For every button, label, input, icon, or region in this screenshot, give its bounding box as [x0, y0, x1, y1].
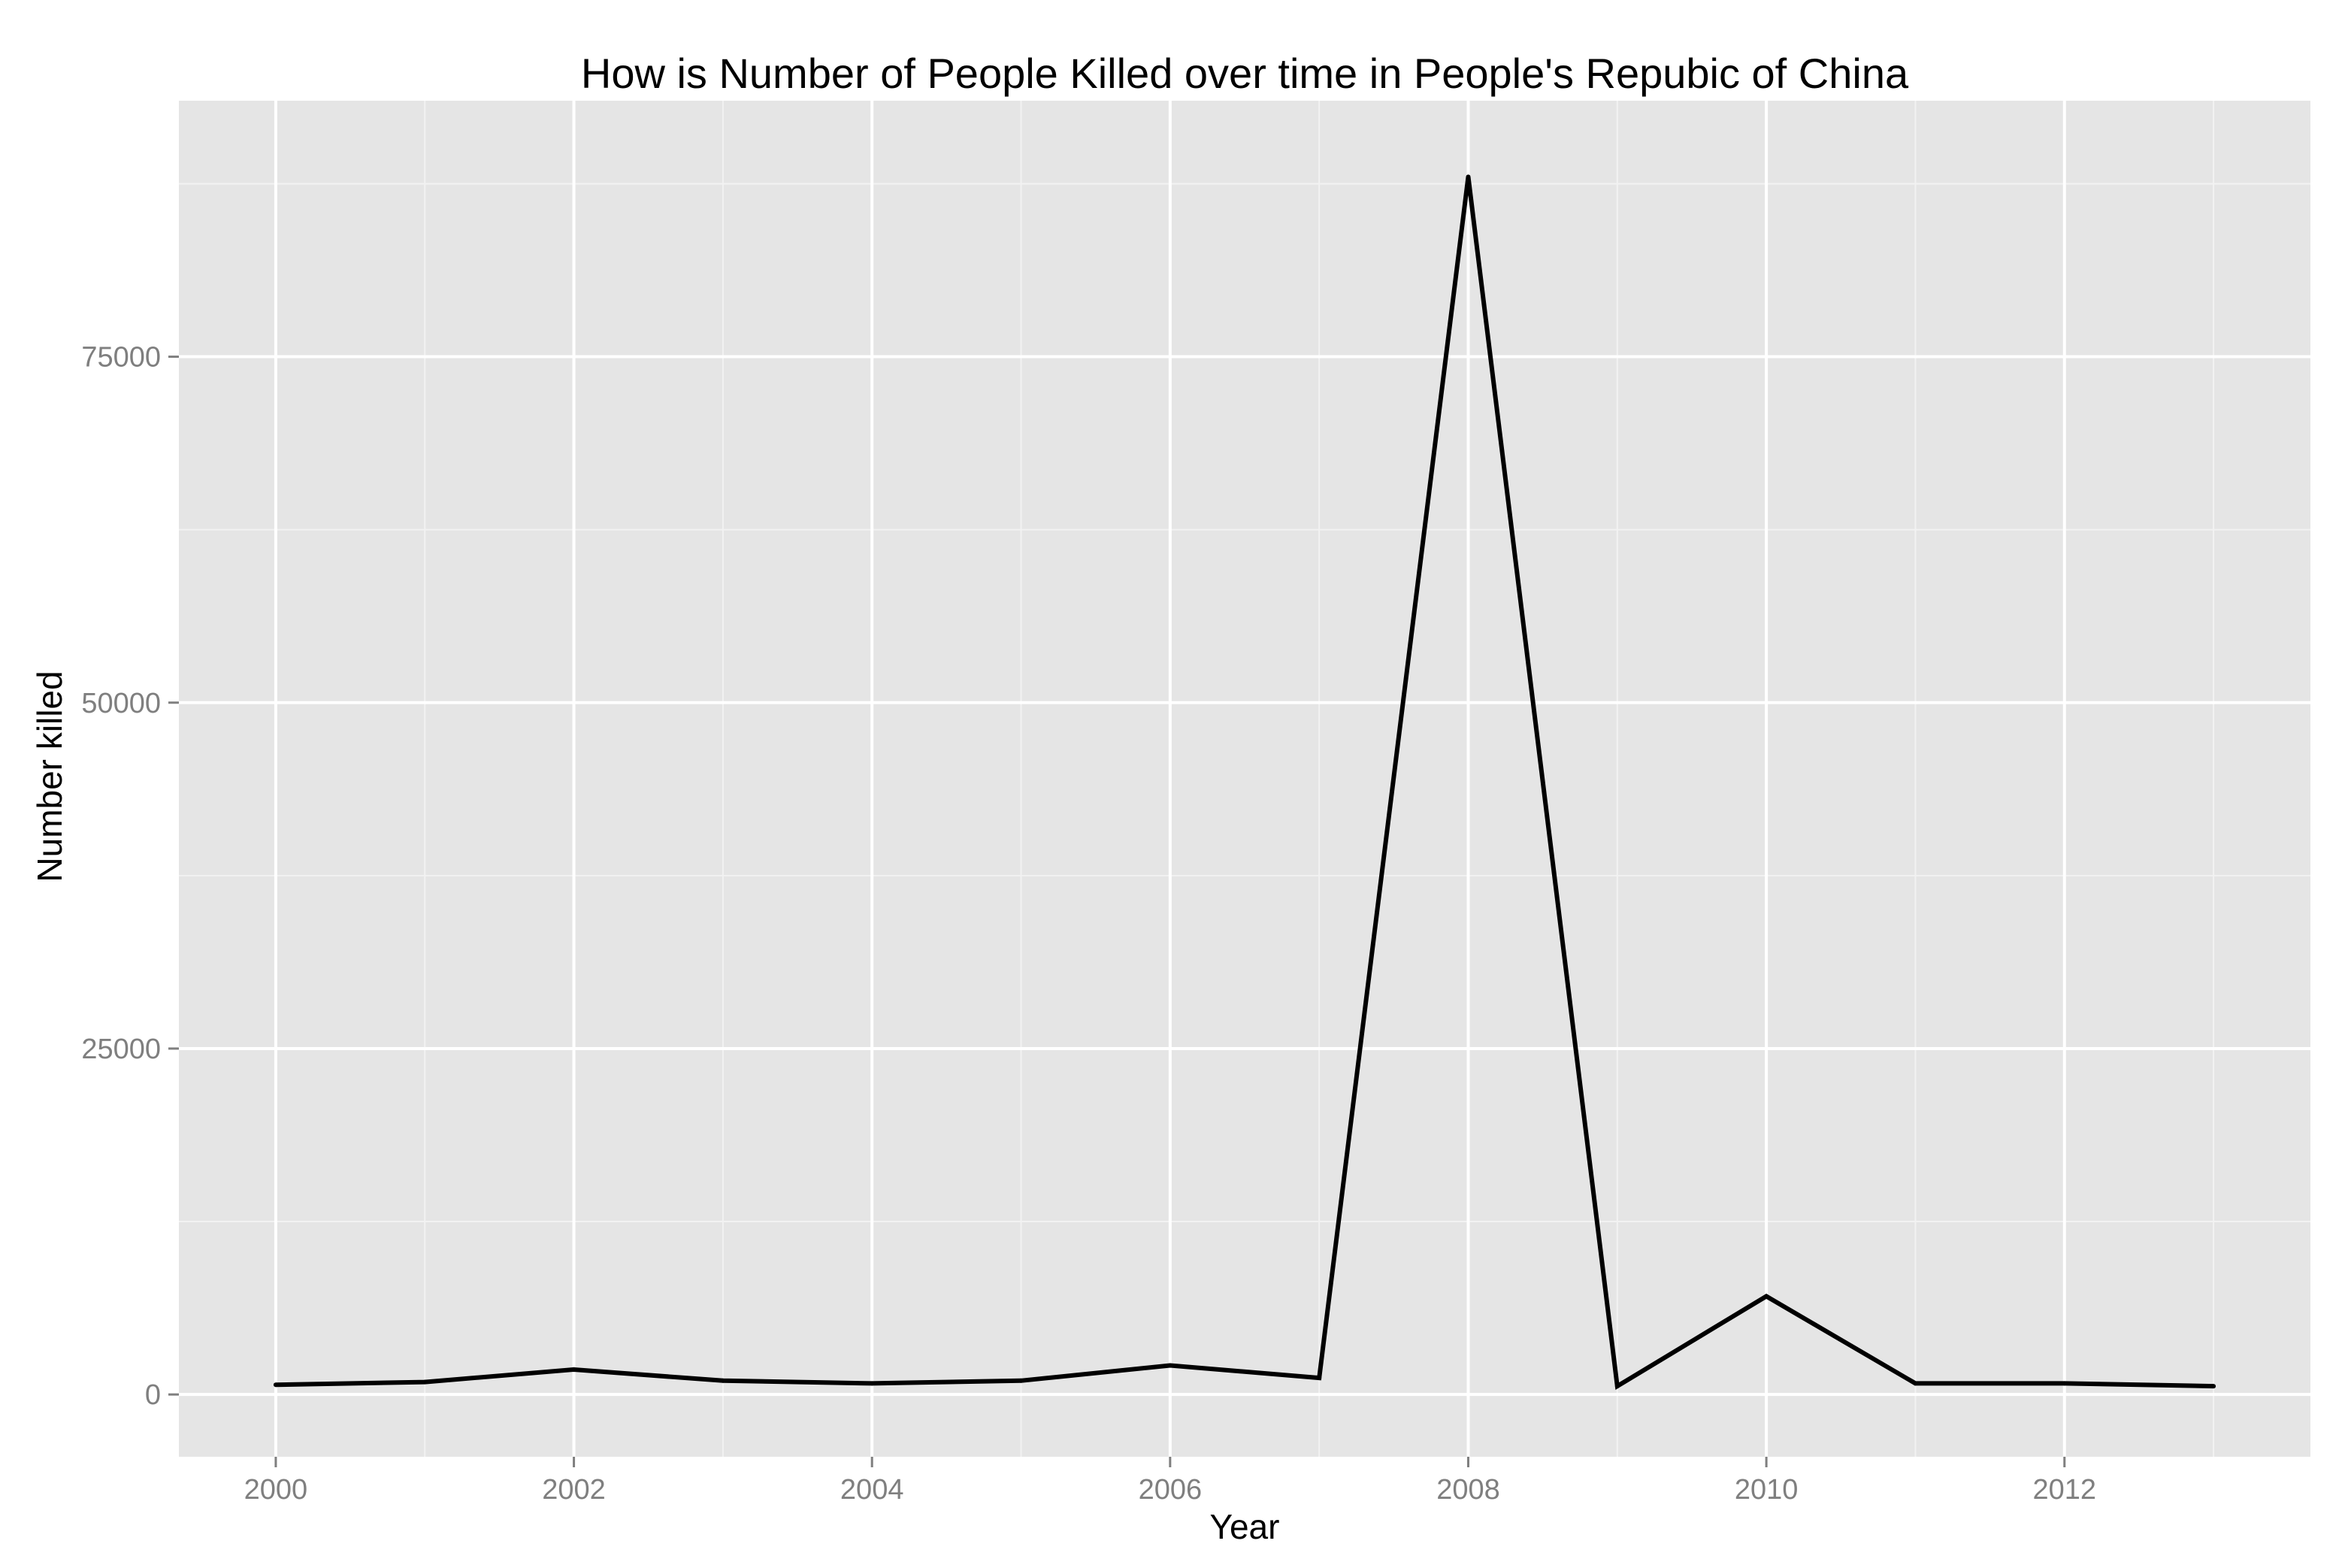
plot-panel — [179, 101, 2310, 1457]
data-point — [571, 1367, 576, 1372]
data-point — [1167, 1363, 1172, 1368]
data-point — [422, 1379, 428, 1385]
data-point — [1317, 1376, 1322, 1381]
series-line — [275, 176, 2214, 1391]
data-point — [1466, 174, 1471, 180]
x-tick-label: 2000 — [244, 1474, 308, 1506]
minor-gridlines — [179, 101, 2310, 1457]
data-point — [1913, 1381, 1918, 1386]
x-tick-label: 2006 — [1139, 1474, 1203, 1506]
x-tick-label: 2004 — [840, 1474, 904, 1506]
data-point — [1764, 1294, 1769, 1299]
x-axis-title: Year — [1210, 1507, 1280, 1546]
data-point — [273, 1382, 278, 1388]
y-tick-label: 0 — [145, 1379, 161, 1411]
x-tick-label: 2002 — [542, 1474, 606, 1506]
y-tick-label: 25000 — [81, 1034, 161, 1065]
x-tick-label: 2008 — [1436, 1474, 1500, 1506]
major-gridlines — [179, 101, 2310, 1457]
data-point — [2211, 1384, 2216, 1389]
y-tick-label: 50000 — [81, 688, 161, 719]
x-tick-label: 2012 — [2032, 1474, 2096, 1506]
data-point — [720, 1378, 725, 1383]
chart-title: How is Number of People Killed over time… — [581, 50, 1909, 97]
series-layer — [273, 174, 2216, 1391]
y-axis-title: Number killed — [30, 670, 69, 882]
data-point — [1018, 1378, 1024, 1383]
data-point — [2062, 1381, 2067, 1386]
y-tick-label: 75000 — [81, 342, 161, 374]
x-tick-label: 2010 — [1735, 1474, 1799, 1506]
data-point — [1614, 1384, 1620, 1389]
x-axis: 2000 2002 2004 2006 2008 2010 2012 — [244, 1457, 2096, 1506]
y-axis: 0 25000 50000 75000 — [81, 342, 179, 1411]
data-point — [870, 1381, 875, 1386]
